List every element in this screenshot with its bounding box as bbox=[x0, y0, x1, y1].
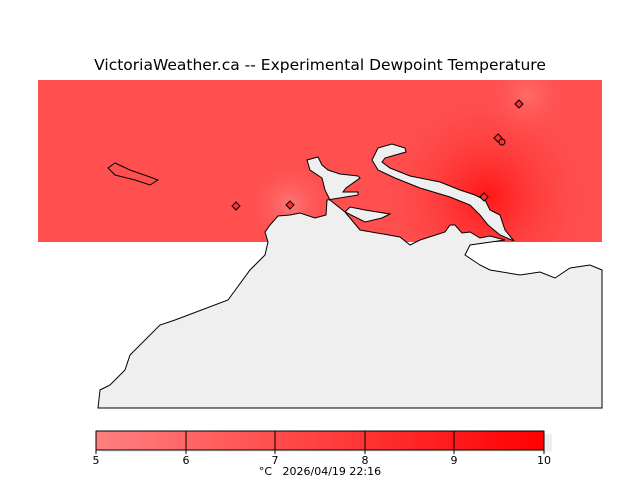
island bbox=[107, 162, 160, 186]
colorbar-tick: 7 bbox=[271, 454, 279, 467]
station-marker[interactable] bbox=[479, 192, 489, 202]
colorbar-tick: 9 bbox=[450, 454, 458, 467]
dewpoint-field bbox=[38, 80, 602, 242]
map-title: VictoriaWeather.ca -- Experimental Dewpo… bbox=[94, 56, 546, 74]
station-marker[interactable] bbox=[231, 201, 241, 211]
station-markers bbox=[231, 99, 524, 211]
colorbar-tick: 8 bbox=[361, 454, 369, 467]
mainland-coast bbox=[97, 156, 603, 409]
colorbar-tick: 10 bbox=[537, 454, 551, 467]
unit-label: °C bbox=[258, 465, 273, 478]
colorbar-tick: 5 bbox=[92, 454, 100, 467]
islet bbox=[498, 138, 506, 146]
station-marker[interactable] bbox=[285, 200, 295, 210]
colorbar-caption: °C 2026/04/19 22:16 bbox=[0, 465, 640, 478]
colorbar-tick: 6 bbox=[182, 454, 190, 467]
timestamp: 2026/04/19 22:16 bbox=[282, 465, 382, 478]
station-marker[interactable] bbox=[514, 99, 524, 109]
colorbar bbox=[95, 430, 552, 454]
